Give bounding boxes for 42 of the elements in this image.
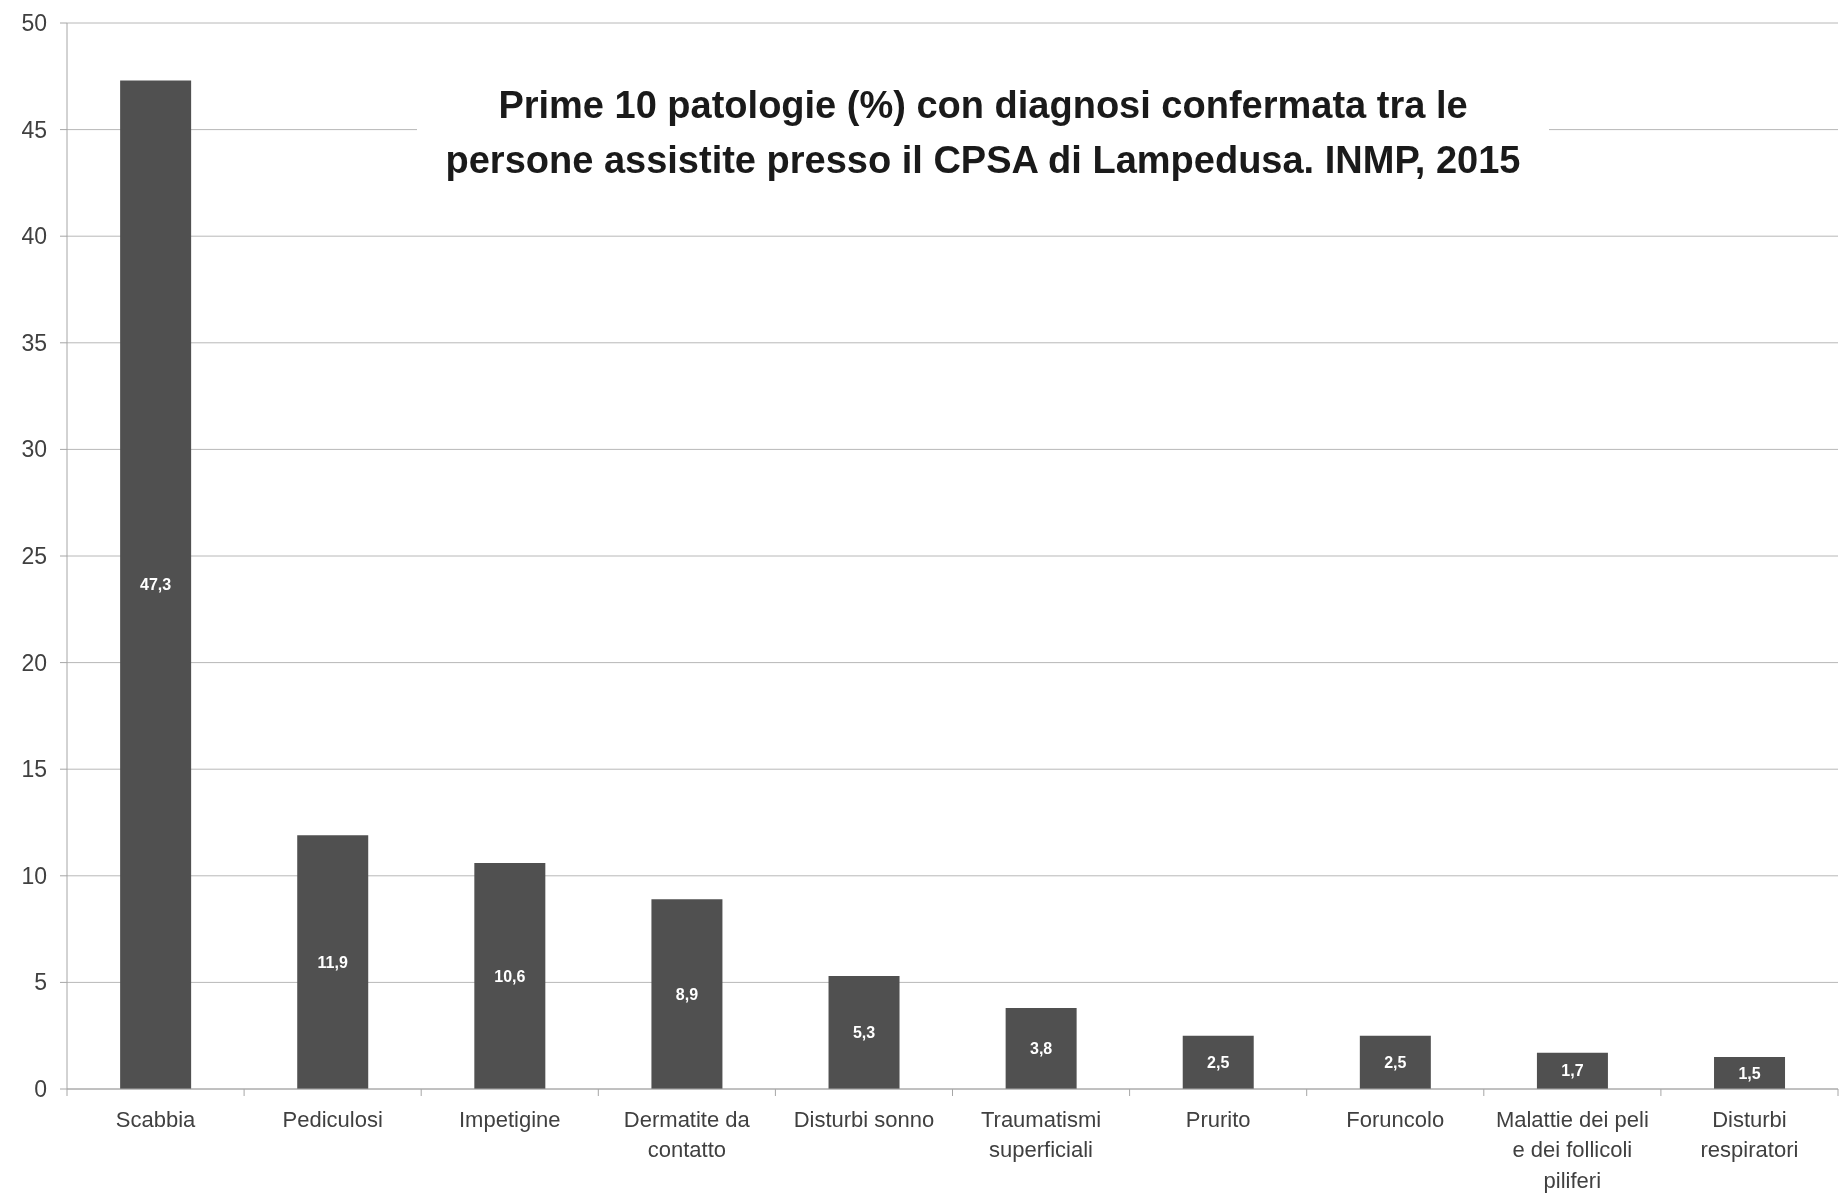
data-label: 2,5 <box>1384 1053 1407 1071</box>
data-label: 1,7 <box>1561 1062 1584 1080</box>
bar <box>1714 1057 1786 1089</box>
y-tick-label: 5 <box>34 969 47 996</box>
x-tick-label: Impetigine <box>458 1106 561 1132</box>
x-tick-label: Pediculosi <box>282 1106 383 1132</box>
data-label: 10,6 <box>494 967 526 985</box>
bar <box>1182 1035 1254 1089</box>
bar <box>120 80 192 1089</box>
x-tick-label: Disturbi respiratori <box>1700 1106 1799 1163</box>
data-label: 1,5 <box>1738 1064 1761 1082</box>
y-tick-label: 15 <box>21 756 47 783</box>
y-tick-label: 20 <box>21 649 47 676</box>
bar <box>1536 1052 1608 1089</box>
data-label: 8,9 <box>675 985 699 1003</box>
x-tick-label: Traumatismi superficiali <box>980 1106 1102 1163</box>
y-tick-label: 25 <box>21 543 47 569</box>
data-label: 5,3 <box>852 1024 876 1041</box>
x-tick-label: Dermatite da contatto <box>623 1106 751 1163</box>
y-tick-label: 50 <box>21 10 47 36</box>
x-tick-label: Scabbia <box>115 1106 197 1132</box>
y-tick-label: 30 <box>21 436 47 463</box>
x-tick-label: Disturbi sonno <box>793 1106 935 1132</box>
y-tick-label: 45 <box>21 116 47 143</box>
bar <box>1005 1007 1077 1089</box>
data-label: 3,8 <box>1030 1039 1053 1057</box>
bar <box>474 863 546 1089</box>
y-tick-label: 0 <box>34 1076 47 1102</box>
bar <box>828 976 900 1089</box>
text: Prime 10 patologie (%) con diagnosi confermata tra le persone assistite presso il CPSA di Lampedusa. INMP, 2015 <box>444 83 1522 183</box>
y-tick-label: 35 <box>21 329 47 356</box>
x-tick-label: Prurito <box>1185 1106 1251 1132</box>
bar <box>651 899 723 1089</box>
data-label: 47,3 <box>140 576 172 594</box>
y-tick-label: 10 <box>21 862 47 889</box>
x-tick-label: Foruncolo <box>1346 1106 1445 1132</box>
bar <box>1359 1035 1431 1089</box>
x-tick-label: Malattie dei peli e dei follicoli piliferi <box>1495 1106 1649 1194</box>
data-label: 11,9 <box>317 953 348 971</box>
data-label: 2,5 <box>1207 1053 1230 1071</box>
y-tick-label: 40 <box>21 223 47 250</box>
bar <box>297 835 369 1089</box>
